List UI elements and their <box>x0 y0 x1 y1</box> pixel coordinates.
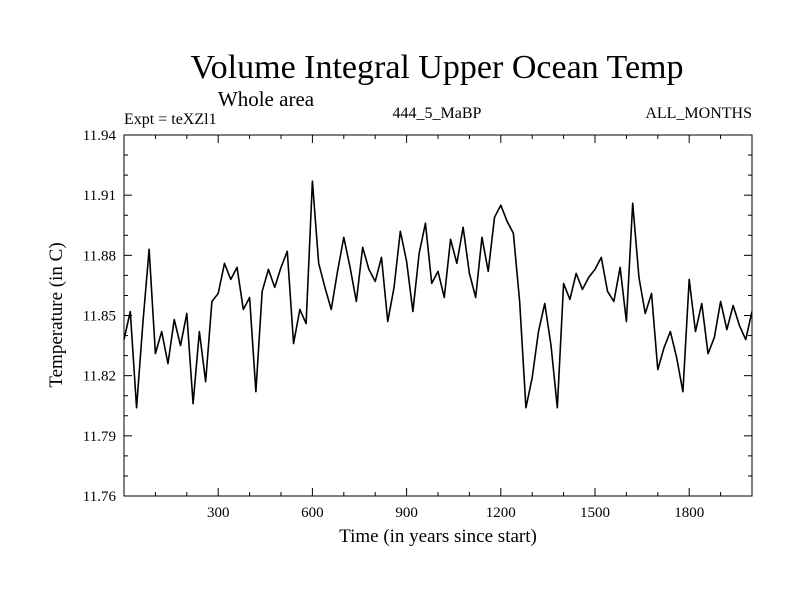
y-tick-label: 11.82 <box>83 369 116 385</box>
months-label: ALL_MONTHS <box>645 105 752 122</box>
y-axis-ticks: 11.76 11.79 11.82 11.85 11.88 11.91 11.94 <box>83 128 752 505</box>
x-tick-label: 1800 <box>674 505 704 521</box>
plot-frame <box>123 134 753 497</box>
x-tick-label: 900 <box>395 505 418 521</box>
run-label: 444_5_MaBP <box>393 105 482 122</box>
chart-subtitle: Whole area <box>218 87 315 111</box>
y-tick-label: 11.94 <box>83 128 117 144</box>
y-tick-label: 11.91 <box>83 188 116 204</box>
y-axis-title: Temperature (in C) <box>46 242 67 387</box>
y-tick-label: 11.88 <box>83 248 116 264</box>
x-tick-label: 1200 <box>486 505 516 521</box>
x-axis-title: Time (in years since start) <box>339 526 537 547</box>
x-tick-label: 300 <box>207 505 230 521</box>
plot-area: 300 600 900 1200 1500 1800 11.7611.7911.8211.… <box>83 128 753 521</box>
chart-title: Volume Integral Upper Ocean Temp <box>191 49 684 86</box>
y-tick-label: 11.76 <box>83 489 117 505</box>
x-tick-label: 1500 <box>580 505 610 521</box>
temperature-series-line <box>123 180 753 409</box>
experiment-label: Expt = teXZl1 <box>124 111 217 128</box>
x-axis-ticks: 300 600 900 1200 1500 1800 <box>154 135 722 521</box>
y-tick-label: 11.85 <box>83 309 116 325</box>
y-tick-label: 11.79 <box>83 429 116 445</box>
x-tick-label: 600 <box>301 505 324 521</box>
